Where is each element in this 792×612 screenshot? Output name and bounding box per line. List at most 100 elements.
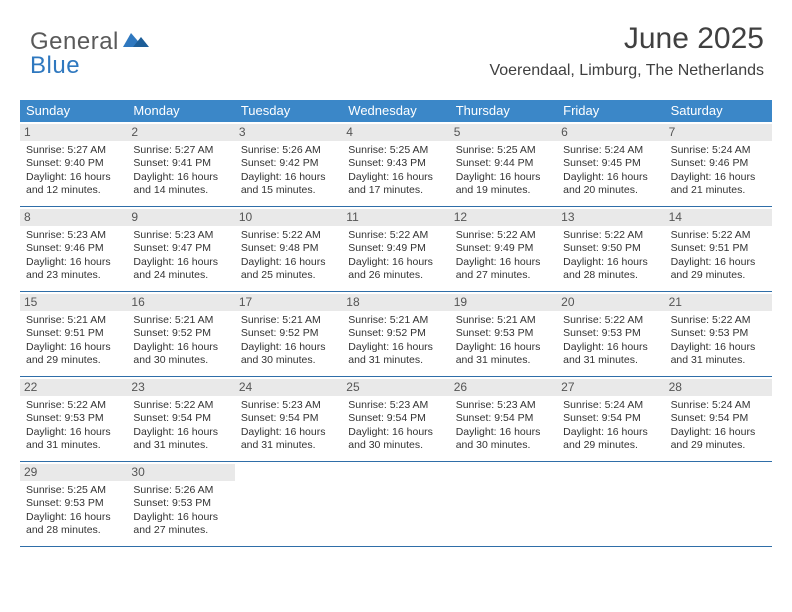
sunrise-text: Sunrise: 5:27 AM [133, 144, 228, 157]
day-number: 8 [20, 209, 127, 226]
day-number: 15 [20, 294, 127, 311]
sunrise-text: Sunrise: 5:25 AM [456, 144, 551, 157]
daylight-text: and 24 minutes. [133, 269, 228, 282]
sunset-text: Sunset: 9:53 PM [563, 327, 658, 340]
day-number: 25 [342, 379, 449, 396]
calendar-week: 22Sunrise: 5:22 AMSunset: 9:53 PMDayligh… [20, 377, 772, 462]
calendar-cell: 8Sunrise: 5:23 AMSunset: 9:46 PMDaylight… [20, 207, 127, 291]
daylight-text: and 31 minutes. [563, 354, 658, 367]
sunrise-text: Sunrise: 5:22 AM [563, 314, 658, 327]
weekday-label: Monday [127, 100, 234, 122]
sunrise-text: Sunrise: 5:22 AM [456, 229, 551, 242]
day-number: 2 [127, 124, 234, 141]
sunrise-text: Sunrise: 5:26 AM [241, 144, 336, 157]
weekday-header: Sunday Monday Tuesday Wednesday Thursday… [20, 100, 772, 122]
daylight-text: Daylight: 16 hours [26, 256, 121, 269]
calendar-cell: 20Sunrise: 5:22 AMSunset: 9:53 PMDayligh… [557, 292, 664, 376]
sunset-text: Sunset: 9:53 PM [26, 412, 121, 425]
day-number: 27 [557, 379, 664, 396]
sunrise-text: Sunrise: 5:23 AM [456, 399, 551, 412]
daylight-text: and 29 minutes. [671, 439, 766, 452]
calendar-cell: 2 Sunrise: 5:27 AMSunset: 9:41 PMDaylight… [127, 122, 234, 206]
daylight-text: Daylight: 16 hours [26, 426, 121, 439]
calendar-cell: 30Sunrise: 5:26 AMSunset: 9:53 PMDayligh… [127, 462, 234, 546]
calendar-cell: 6Sunrise: 5:24 AMSunset: 9:45 PMDaylight… [557, 122, 664, 206]
daylight-text: Daylight: 16 hours [241, 171, 336, 184]
calendar-cell [665, 462, 772, 546]
sunset-text: Sunset: 9:43 PM [348, 157, 443, 170]
daylight-text: Daylight: 16 hours [348, 256, 443, 269]
calendar-cell: 26Sunrise: 5:23 AMSunset: 9:54 PMDayligh… [450, 377, 557, 461]
calendar-cell: 19Sunrise: 5:21 AMSunset: 9:53 PMDayligh… [450, 292, 557, 376]
daylight-text: and 27 minutes. [133, 524, 228, 537]
weekday-label: Sunday [20, 100, 127, 122]
daylight-text: Daylight: 16 hours [348, 341, 443, 354]
calendar-body: 1Sunrise: 5:27 AMSunset: 9:40 PMDaylight… [20, 122, 772, 547]
day-number: 20 [557, 294, 664, 311]
day-number: 18 [342, 294, 449, 311]
calendar-cell: 14Sunrise: 5:22 AMSunset: 9:51 PMDayligh… [665, 207, 772, 291]
sunrise-text: Sunrise: 5:23 AM [26, 229, 121, 242]
calendar-cell: 1Sunrise: 5:27 AMSunset: 9:40 PMDaylight… [20, 122, 127, 206]
daylight-text: Daylight: 16 hours [456, 256, 551, 269]
calendar-cell: 7Sunrise: 5:24 AMSunset: 9:46 PMDaylight… [665, 122, 772, 206]
calendar-cell: 25Sunrise: 5:23 AMSunset: 9:54 PMDayligh… [342, 377, 449, 461]
sunrise-text: Sunrise: 5:22 AM [671, 314, 766, 327]
calendar-cell [450, 462, 557, 546]
calendar-cell: 29Sunrise: 5:25 AMSunset: 9:53 PMDayligh… [20, 462, 127, 546]
sunset-text: Sunset: 9:54 PM [671, 412, 766, 425]
sunrise-text: Sunrise: 5:21 AM [241, 314, 336, 327]
day-number: 29 [20, 464, 127, 481]
calendar-cell: 15Sunrise: 5:21 AMSunset: 9:51 PMDayligh… [20, 292, 127, 376]
calendar-week: 15Sunrise: 5:21 AMSunset: 9:51 PMDayligh… [20, 292, 772, 377]
daylight-text: and 31 minutes. [671, 354, 766, 367]
daylight-text: and 28 minutes. [26, 524, 121, 537]
day-number: 28 [665, 379, 772, 396]
daylight-text: Daylight: 16 hours [241, 426, 336, 439]
brand-logo: General Blue [30, 28, 149, 56]
daylight-text: Daylight: 16 hours [133, 341, 228, 354]
day-number: 3 [235, 124, 342, 141]
daylight-text: and 30 minutes. [456, 439, 551, 452]
daylight-text: Daylight: 16 hours [241, 341, 336, 354]
daylight-text: and 28 minutes. [563, 269, 658, 282]
calendar-cell: 9Sunrise: 5:23 AMSunset: 9:47 PMDaylight… [127, 207, 234, 291]
sunset-text: Sunset: 9:54 PM [241, 412, 336, 425]
daylight-text: and 19 minutes. [456, 184, 551, 197]
daylight-text: and 31 minutes. [133, 439, 228, 452]
sunrise-text: Sunrise: 5:24 AM [563, 144, 658, 157]
sunrise-text: Sunrise: 5:22 AM [563, 229, 658, 242]
day-number: 16 [127, 294, 234, 311]
sunset-text: Sunset: 9:54 PM [348, 412, 443, 425]
sunset-text: Sunset: 9:54 PM [456, 412, 551, 425]
sunrise-text: Sunrise: 5:26 AM [133, 484, 228, 497]
daylight-text: and 20 minutes. [563, 184, 658, 197]
daylight-text: Daylight: 16 hours [133, 171, 228, 184]
day-number: 6 [557, 124, 664, 141]
sunset-text: Sunset: 9:54 PM [133, 412, 228, 425]
calendar: Sunday Monday Tuesday Wednesday Thursday… [20, 100, 772, 547]
sunrise-text: Sunrise: 5:24 AM [671, 399, 766, 412]
calendar-cell [557, 462, 664, 546]
calendar-cell: 16Sunrise: 5:21 AMSunset: 9:52 PMDayligh… [127, 292, 234, 376]
daylight-text: and 30 minutes. [348, 439, 443, 452]
calendar-cell: 21Sunrise: 5:22 AMSunset: 9:53 PMDayligh… [665, 292, 772, 376]
sunset-text: Sunset: 9:48 PM [241, 242, 336, 255]
sunset-text: Sunset: 9:46 PM [671, 157, 766, 170]
sunset-text: Sunset: 9:50 PM [563, 242, 658, 255]
daylight-text: and 29 minutes. [563, 439, 658, 452]
sunset-text: Sunset: 9:47 PM [133, 242, 228, 255]
day-number: 1 [20, 124, 127, 141]
day-number: 12 [450, 209, 557, 226]
sunset-text: Sunset: 9:45 PM [563, 157, 658, 170]
sunrise-text: Sunrise: 5:21 AM [133, 314, 228, 327]
sunrise-text: Sunrise: 5:22 AM [241, 229, 336, 242]
sunset-text: Sunset: 9:53 PM [26, 497, 121, 510]
sunrise-text: Sunrise: 5:27 AM [26, 144, 121, 157]
calendar-cell: 23Sunrise: 5:22 AMSunset: 9:54 PMDayligh… [127, 377, 234, 461]
sunrise-text: Sunrise: 5:24 AM [563, 399, 658, 412]
day-number: 21 [665, 294, 772, 311]
weekday-label: Wednesday [342, 100, 449, 122]
sunset-text: Sunset: 9:41 PM [133, 157, 228, 170]
daylight-text: Daylight: 16 hours [133, 426, 228, 439]
